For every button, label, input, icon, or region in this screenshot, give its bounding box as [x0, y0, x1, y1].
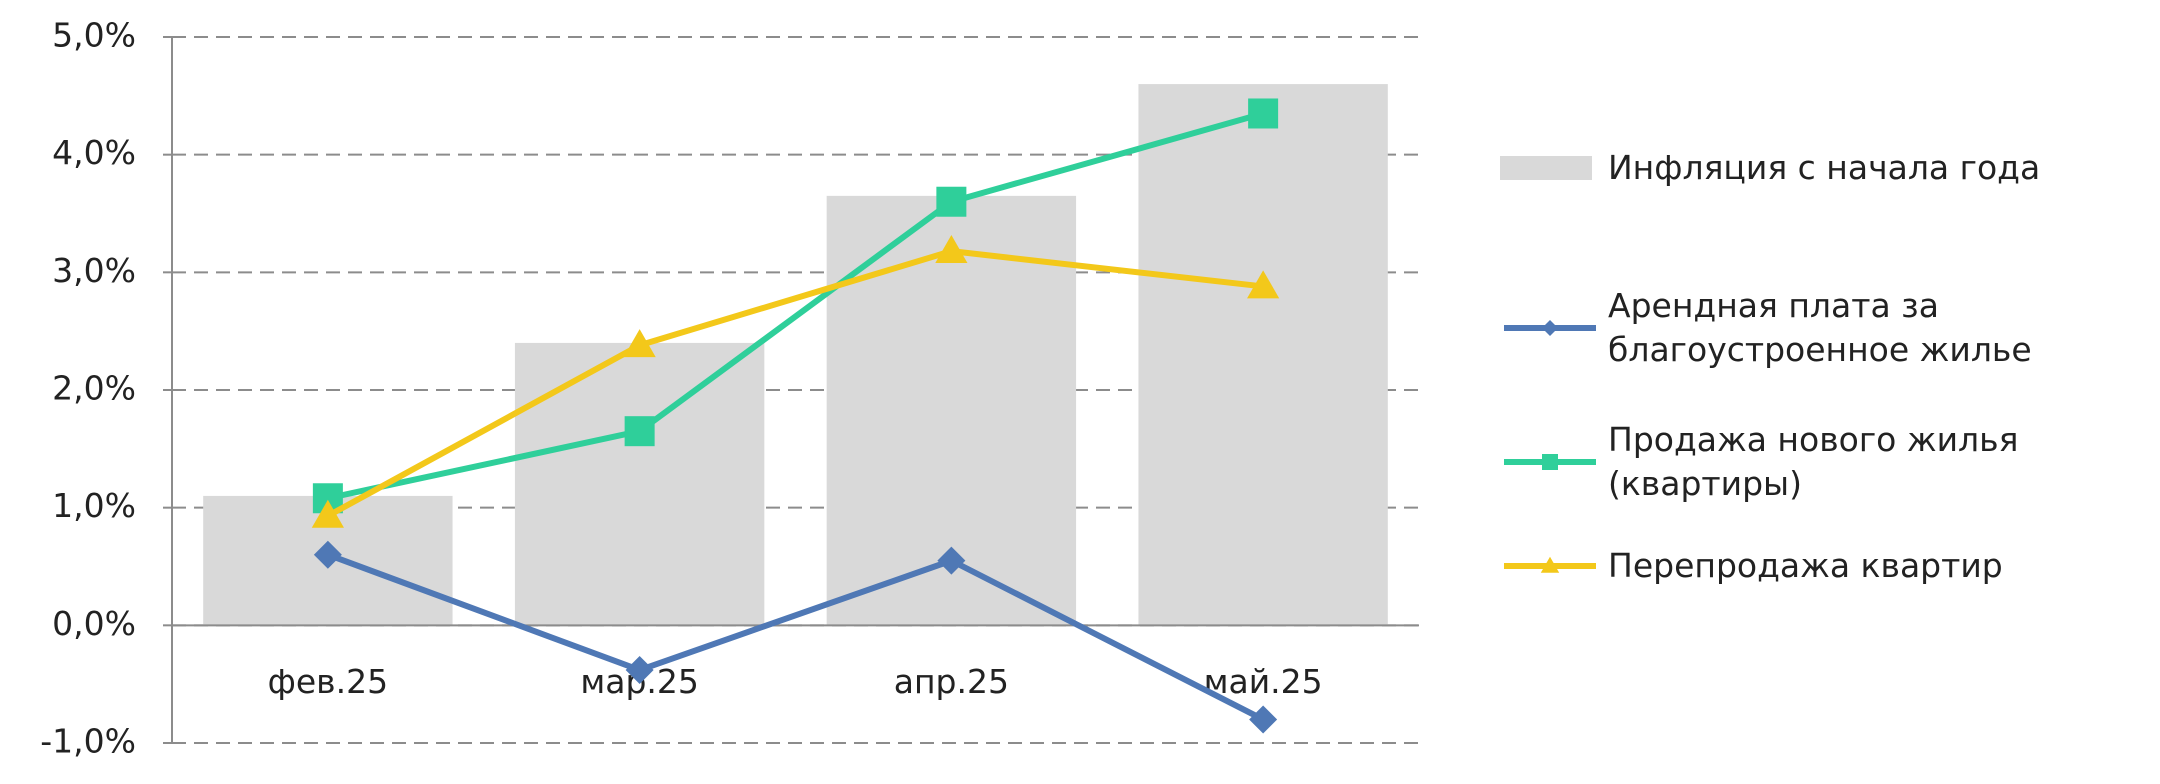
line-series [326, 551, 1265, 723]
marker [936, 186, 967, 217]
legend-swatch [1500, 156, 1592, 180]
marker [1540, 556, 1560, 573]
legend-item: Арендная плата за благоустроенное жилье [1500, 284, 2148, 372]
legend-swatch [1504, 320, 1596, 336]
line-series [326, 248, 1264, 519]
marker [311, 499, 344, 528]
marker [1247, 270, 1280, 299]
legend-item: Инфляция с начала года [1500, 146, 2148, 190]
y-tick-label: 2,0% [52, 369, 136, 408]
marker [1249, 705, 1278, 734]
marker [935, 235, 968, 264]
marker [624, 416, 655, 447]
legend-label: Продажа нового жилья (квартиры) [1608, 420, 2019, 503]
y-tick-label: -1,0% [40, 722, 136, 761]
marker [625, 656, 654, 685]
bar [1138, 84, 1388, 626]
legend-item: Перепродажа квартир [1500, 544, 2148, 588]
marker [623, 329, 656, 358]
y-tick-label: 4,0% [52, 133, 136, 172]
legend-label: Перепродажа квартир [1608, 546, 2003, 585]
legend-swatch [1504, 556, 1596, 573]
legend-swatch [1504, 454, 1596, 470]
legend-bar [1500, 156, 1592, 180]
marker [313, 540, 342, 569]
marker [937, 546, 966, 575]
y-tick-label: 5,0% [52, 16, 136, 55]
marker [1248, 98, 1279, 129]
x-tick-label: фев.25 [268, 662, 388, 701]
y-tick-label: 3,0% [52, 251, 136, 290]
marker [1542, 320, 1558, 336]
bar [514, 342, 765, 626]
y-tick-label: 0,0% [52, 604, 136, 643]
marker [1542, 454, 1558, 470]
line-series [327, 110, 1264, 502]
legend-label: Инфляция с начала года [1608, 148, 2041, 187]
legend-label: Арендная плата за благоустроенное жилье [1608, 286, 2032, 369]
x-tick-label: апр.25 [894, 662, 1009, 701]
legend-item: Продажа нового жилья (квартиры) [1500, 418, 2148, 506]
y-tick-label: 1,0% [52, 486, 136, 525]
x-tick-label: май.25 [1204, 662, 1323, 701]
